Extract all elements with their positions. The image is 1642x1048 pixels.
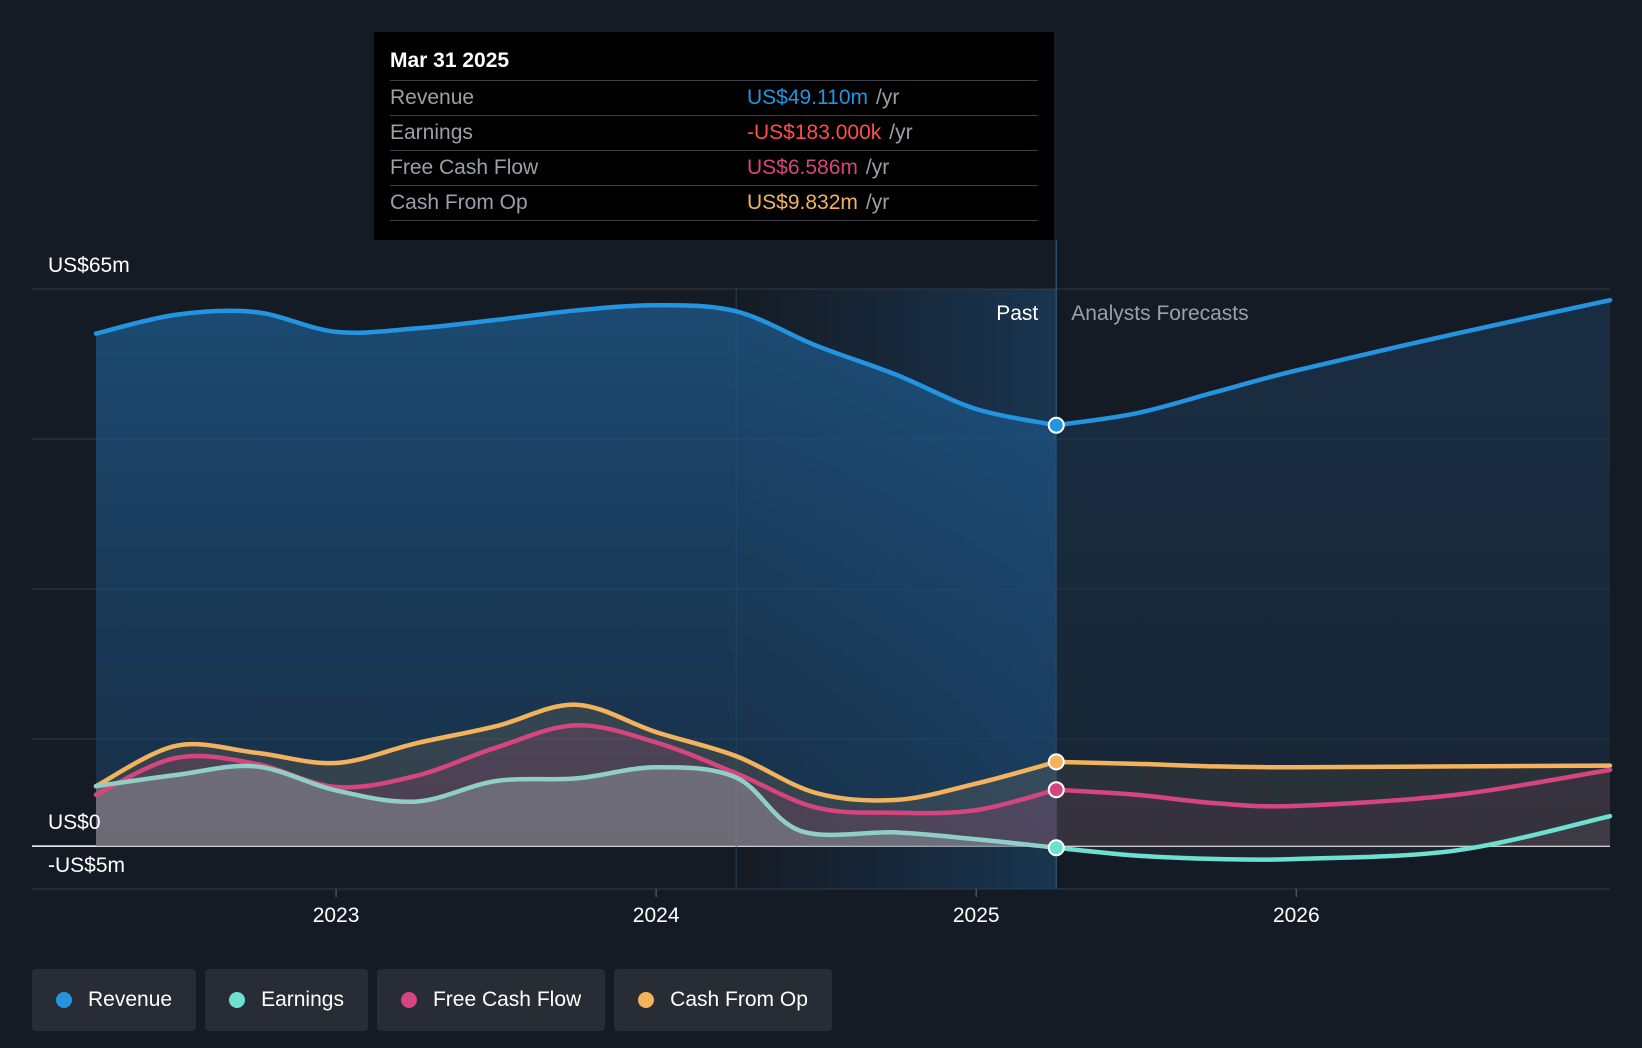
line-forecast-cash-from-op (1054, 759, 1613, 770)
line-past-free-cash-flow (93, 723, 1059, 816)
line-past-revenue (93, 303, 1059, 428)
legend-item-earnings[interactable]: Earnings (205, 969, 368, 1031)
line-past-earnings (93, 763, 1059, 850)
area-cash-from-op (96, 704, 1057, 847)
series-lines (93, 297, 1613, 863)
marker-free-cash-flow (1047, 781, 1065, 799)
tooltip-unit: /yr (876, 86, 900, 109)
line-forecast-earnings (1054, 813, 1613, 863)
tooltip-label: Cash From Op (390, 191, 528, 214)
tooltip-value: US$6.586m (747, 156, 858, 179)
tooltip-value: US$9.832m (747, 191, 858, 214)
y-label-zero: US$0 (48, 811, 101, 834)
marker-cash-from-op (1047, 753, 1065, 771)
tooltip-value: US$49.110m (747, 86, 869, 109)
series-areas (96, 300, 1610, 860)
x-tick-label: 2024 (633, 904, 680, 927)
legend-label: Free Cash Flow (432, 988, 582, 1011)
legend: Revenue Earnings Free Cash Flow Cash Fro… (32, 969, 832, 1031)
legend-label: Revenue (88, 988, 173, 1011)
area-forecast-free-cash-flow (1056, 769, 1610, 847)
y-label-bottom: -US$5m (48, 854, 125, 877)
y-label-top: US$65m (48, 254, 130, 277)
x-tick-label: 2025 (953, 904, 1000, 927)
line-past-cash-from-op (93, 702, 1059, 803)
tooltip-row-cash-from-op: Cash From Op US$9.832m /yr (390, 185, 1038, 221)
tooltip-label: Earnings (390, 121, 473, 144)
tooltip-unit: /yr (865, 191, 890, 214)
legend-dot-icon (229, 992, 246, 1008)
area-free-cash-flow (96, 725, 1057, 847)
legend-label: Cash From Op (670, 988, 808, 1011)
past-label: Past (996, 302, 1038, 325)
legend-item-free-cash-flow[interactable]: Free Cash Flow (376, 969, 606, 1031)
tooltip: Mar 31 2025 Revenue US$49.110m /yr Earni… (374, 32, 1054, 240)
tooltip-label: Free Cash Flow (390, 156, 539, 179)
legend-item-revenue[interactable]: Revenue (32, 969, 197, 1031)
revenue-area-past (96, 305, 1057, 847)
forecast-label: Analysts Forecasts (1071, 302, 1248, 325)
tooltip-unit: /yr (865, 156, 890, 179)
area-earnings (96, 765, 1057, 848)
legend-item-cash-from-op[interactable]: Cash From Op (614, 969, 832, 1031)
legend-label: Earnings (261, 988, 344, 1011)
revenue-area-forecast (1056, 300, 1610, 847)
marker-earnings (1047, 839, 1065, 857)
area-forecast-earnings (1056, 816, 1610, 860)
tooltip-date: Mar 31 2025 (390, 49, 510, 72)
legend-dot-icon (638, 992, 655, 1008)
marker-revenue (1047, 416, 1065, 434)
x-axis-ticks: 2023 2024 2025 2026 (313, 889, 1320, 927)
axis-labels: US$65m US$0 -US$5m Past Analysts Forecas… (48, 254, 1249, 877)
x-tick-label: 2023 (313, 904, 360, 927)
tooltip-label: Revenue (390, 86, 475, 109)
x-tick-label: 2026 (1273, 904, 1320, 927)
line-forecast-revenue (1054, 297, 1613, 428)
legend-dot-icon (400, 992, 417, 1008)
tooltip-row-earnings: Earnings -US$183.000k /yr (390, 115, 1038, 150)
legend-dot-icon (56, 992, 72, 1008)
tooltip-row-revenue: Revenue US$49.110m /yr (390, 80, 1038, 115)
tooltip-unit: /yr (889, 121, 913, 144)
line-forecast-free-cash-flow (1054, 767, 1613, 809)
tooltip-value: -US$183.000k (747, 121, 882, 144)
tooltip-row-free-cash-flow: Free Cash Flow US$6.586m /yr (390, 150, 1038, 185)
series-markers (1047, 416, 1065, 857)
